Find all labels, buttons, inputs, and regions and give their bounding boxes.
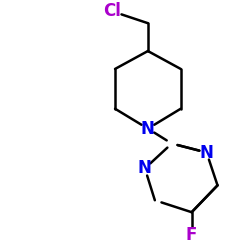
Text: F: F [186,226,197,244]
Text: Cl: Cl [103,2,121,20]
Text: N: N [200,144,213,162]
Text: N: N [138,160,152,178]
Text: N: N [141,120,155,138]
